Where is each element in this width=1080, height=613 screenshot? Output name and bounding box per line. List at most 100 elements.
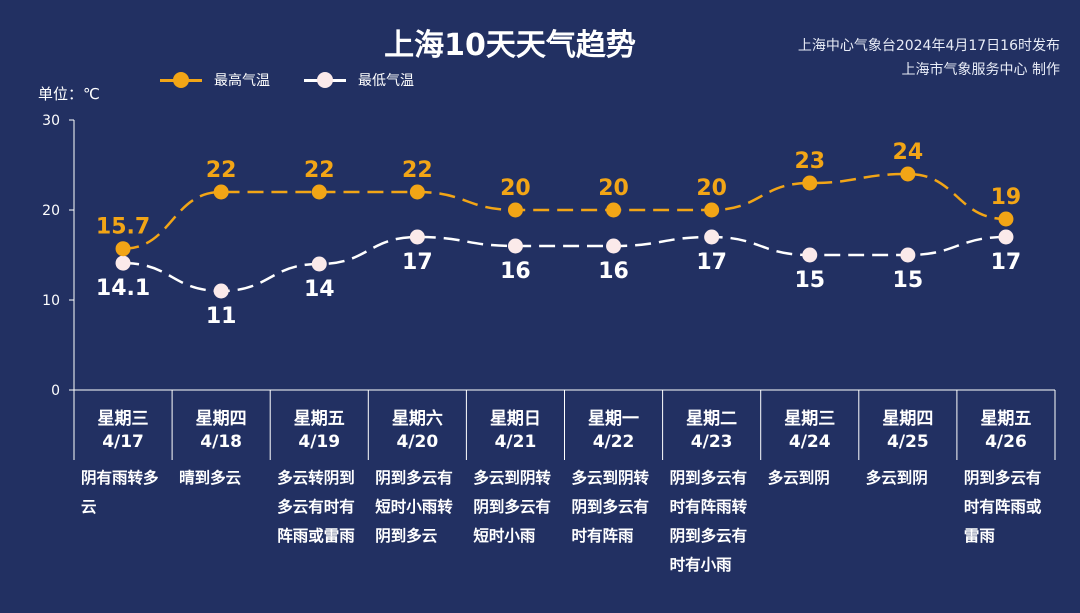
day-header: 星期五 4/26 bbox=[957, 390, 1055, 460]
day-header: 星期日 4/21 bbox=[466, 390, 564, 460]
low-temp-point bbox=[998, 229, 1014, 245]
date-label: 4/17 bbox=[102, 432, 144, 452]
date-label: 4/21 bbox=[494, 432, 537, 452]
low-temp-data-label: 16 bbox=[598, 259, 629, 284]
unit-label: 单位：℃ bbox=[38, 85, 100, 103]
issuer-line-2: 上海市气象服务中心 制作 bbox=[901, 62, 1060, 78]
day-header: 星期二 4/23 bbox=[663, 390, 761, 460]
low-temp-data-label: 14.1 bbox=[96, 276, 150, 301]
high-temp-point bbox=[213, 184, 229, 200]
day-header: 星期三 4/24 bbox=[761, 390, 859, 460]
legend-low-line-icon bbox=[304, 71, 346, 88]
low-temp-point bbox=[213, 283, 229, 299]
low-temp-data-label: 16 bbox=[500, 259, 531, 284]
weekday-label: 星期五 bbox=[980, 409, 1032, 429]
low-temp-line bbox=[123, 235, 1006, 293]
weather-description: 阴有雨转多云 bbox=[81, 469, 159, 516]
high-temp-point bbox=[704, 202, 720, 218]
day-header: 星期四 4/25 bbox=[859, 390, 957, 460]
weekday-label: 星期一 bbox=[588, 409, 640, 429]
low-temp-point bbox=[802, 247, 818, 263]
day-header: 星期一 4/22 bbox=[565, 390, 663, 460]
weekday-label: 星期六 bbox=[391, 409, 443, 429]
high-temp-point bbox=[115, 241, 131, 257]
high-temp-data-label: 22 bbox=[402, 158, 433, 183]
low-temp-point bbox=[115, 255, 131, 271]
day-header: 星期四 4/18 bbox=[172, 390, 270, 460]
date-label: 4/18 bbox=[200, 432, 242, 452]
legend: 最高气温 最低气温 bbox=[160, 70, 448, 90]
high-temp-data-label: 20 bbox=[598, 176, 629, 201]
weekday-label: 星期日 bbox=[489, 409, 541, 429]
legend-high-line-icon bbox=[160, 71, 202, 88]
weather-description: 阴到多云有时有阵雨转阴到多云有时有小雨 bbox=[669, 469, 748, 574]
weather-description: 晴到多云 bbox=[179, 469, 242, 487]
low-temp-point bbox=[409, 229, 425, 245]
y-tick-label: 0 bbox=[51, 383, 60, 399]
high-temp-point bbox=[409, 184, 425, 200]
day-header: 星期五 4/19 bbox=[270, 390, 368, 460]
date-label: 4/20 bbox=[396, 432, 439, 452]
low-temp-data-label: 15 bbox=[893, 268, 924, 293]
low-temp-data-label: 11 bbox=[206, 304, 237, 329]
weather-description: 多云到阴 bbox=[767, 469, 830, 487]
low-temp-point bbox=[606, 238, 622, 254]
high-temp-data-label: 20 bbox=[500, 176, 531, 201]
high-temp-point bbox=[802, 175, 818, 191]
high-temp-data-label: 22 bbox=[206, 158, 237, 183]
legend-high-label: 最高气温 bbox=[214, 73, 270, 89]
y-tick-label: 10 bbox=[42, 293, 60, 309]
weather-description: 多云到阴 bbox=[865, 469, 928, 487]
low-temp-data-label: 14 bbox=[304, 277, 335, 302]
weather-description: 多云转阴到多云有时有阵雨或雷雨 bbox=[277, 469, 355, 545]
weekday-label: 星期四 bbox=[882, 409, 934, 429]
high-temp-data-label: 19 bbox=[991, 185, 1022, 210]
low-temp-data-label: 17 bbox=[402, 250, 433, 275]
legend-low-dot-icon bbox=[317, 71, 333, 88]
chart-title: 上海10天天气趋势 bbox=[384, 28, 636, 63]
day-header: 星期六 4/20 bbox=[368, 390, 466, 460]
date-label: 4/26 bbox=[985, 432, 1027, 452]
low-temp-point bbox=[704, 229, 720, 245]
legend-high-dot-icon bbox=[173, 71, 189, 88]
high-temp-data-label: 20 bbox=[696, 176, 727, 201]
low-temp-point bbox=[900, 247, 916, 263]
date-label: 4/22 bbox=[592, 432, 635, 452]
date-label: 4/19 bbox=[298, 432, 341, 452]
high-temp-data-label: 15.7 bbox=[96, 215, 150, 240]
low-temp-data-label: 17 bbox=[696, 250, 727, 275]
low-temp-point bbox=[507, 238, 523, 254]
day-header: 星期三 4/17 bbox=[74, 390, 172, 460]
date-label: 4/24 bbox=[788, 432, 831, 452]
weekday-label: 星期二 bbox=[686, 409, 738, 429]
low-temp-data-label: 17 bbox=[991, 250, 1022, 275]
high-temp-data-label: 23 bbox=[794, 149, 825, 174]
high-temp-point bbox=[606, 202, 622, 218]
legend-item-low[interactable]: 最低气温 bbox=[304, 70, 414, 90]
issuer-line-1: 上海中心气象台2024年4月17日16时发布 bbox=[797, 38, 1060, 54]
high-temp-data-label: 22 bbox=[304, 158, 335, 183]
weather-description: 多云到阴转阴到多云有时有阵雨 bbox=[571, 469, 650, 545]
legend-low-label: 最低气温 bbox=[358, 73, 414, 89]
weekday-label: 星期四 bbox=[195, 409, 247, 429]
weekday-label: 星期三 bbox=[784, 409, 836, 429]
high-temp-point bbox=[900, 166, 916, 182]
date-label: 4/23 bbox=[690, 432, 733, 452]
high-temp-point bbox=[311, 184, 327, 200]
weekday-label: 星期五 bbox=[293, 409, 345, 429]
low-temp-data-label: 15 bbox=[794, 268, 825, 293]
low-temp-point bbox=[311, 256, 327, 272]
high-temp-data-label: 24 bbox=[893, 140, 924, 165]
weekday-label: 星期三 bbox=[97, 409, 149, 429]
high-temp-line bbox=[123, 172, 1006, 250]
weather-description: 阴到多云有时有阵雨或雷雨 bbox=[963, 469, 1042, 545]
y-tick-label: 20 bbox=[42, 203, 60, 219]
y-tick-label: 30 bbox=[42, 113, 60, 129]
date-label: 4/25 bbox=[886, 432, 929, 452]
legend-item-high[interactable]: 最高气温 bbox=[160, 70, 270, 90]
high-temp-point bbox=[998, 211, 1014, 227]
weather-description: 阴到多云有短时小雨转阴到多云 bbox=[375, 469, 453, 545]
weather-description: 多云到阴转阴到多云有短时小雨 bbox=[473, 469, 551, 545]
issuer-info: 上海中心气象台2024年4月17日16时发布 上海市气象服务中心 制作 bbox=[798, 34, 1060, 82]
